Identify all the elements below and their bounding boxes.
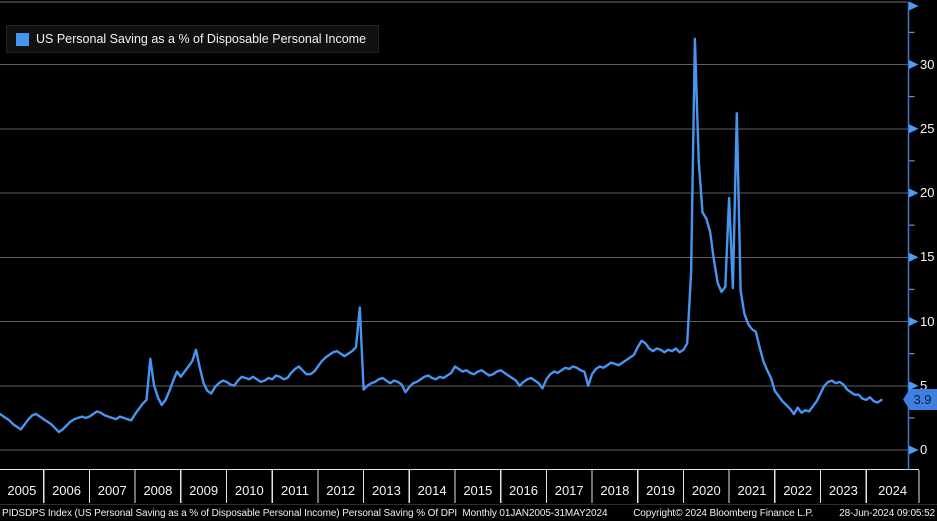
- x-axis-year-label: 2016: [509, 483, 538, 498]
- x-axis-year-label: 2023: [828, 483, 858, 498]
- y-axis-tick-arrow: [909, 252, 919, 262]
- legend[interactable]: US Personal Saving as a % of Disposable …: [6, 25, 380, 53]
- y-axis-label: 30: [920, 56, 935, 72]
- y-axis-label: 0: [920, 442, 928, 457]
- footer-copyright: Copyright© 2024 Bloomberg Finance L.P.: [633, 508, 814, 519]
- y-axis-label: 10: [920, 313, 935, 329]
- x-axis-year-label: 2021: [737, 483, 767, 498]
- x-axis: 2005 2006 2007 2008 2009 2010 2011 2012 2013 2014…: [0, 470, 937, 504]
- x-axis-year-label: 2009: [189, 483, 219, 498]
- x-axis-year-label: 2018: [600, 483, 630, 498]
- x-axis-year-label: 2013: [371, 483, 401, 498]
- y-axis-tick-arrow: [909, 445, 919, 455]
- legend-series-label: US Personal Saving as a % of Disposable …: [36, 32, 367, 46]
- x-axis-year-label: 2022: [783, 483, 813, 498]
- y-axis-tick-arrow: [909, 317, 919, 326]
- x-axis-year-label: 2019: [646, 483, 676, 498]
- footer-timestamp: 28-Jun-2024 09:05:52: [839, 508, 935, 519]
- y-axis-label: 15: [920, 249, 935, 265]
- y-axis-tick-arrow: [909, 381, 919, 391]
- y-axis-label: 20: [920, 185, 935, 200]
- series-line: [0, 37, 883, 434]
- y-axis-label: 25: [920, 120, 935, 136]
- x-axis-year-label: 2012: [326, 483, 356, 498]
- x-axis-year-label: 2011: [281, 483, 309, 498]
- x-axis-year-label: 2008: [143, 483, 173, 498]
- x-axis-year-label: 2006: [52, 483, 81, 498]
- x-axis-year-label: 2015: [463, 483, 493, 498]
- y-axis-label: 5: [920, 377, 928, 393]
- y-axis-tick-arrow: [909, 60, 919, 69]
- last-value-tag: 3.9: [903, 389, 937, 410]
- x-axis-year-label: 2007: [97, 483, 127, 498]
- y-axis-tick-arrow: [909, 188, 919, 198]
- x-axis-year-label: 2014: [417, 483, 447, 498]
- status-bar: PIDSDPS Index (US Personal Saving as a %…: [0, 504, 937, 521]
- x-axis-year-label: 2024: [878, 483, 908, 498]
- y-axis-tick-arrow: [909, 1, 919, 11]
- x-axis-year-label: 2005: [7, 483, 37, 498]
- x-axis-year-label: 2017: [554, 483, 584, 498]
- x-axis-year-label: 2020: [691, 483, 721, 498]
- series-color-swatch: [16, 32, 29, 46]
- x-axis-year-label: 2010: [234, 483, 264, 498]
- y-axis-tick-arrow: [909, 124, 919, 134]
- footer-security-info: PIDSDPS Index (US Personal Saving as a %…: [2, 508, 608, 519]
